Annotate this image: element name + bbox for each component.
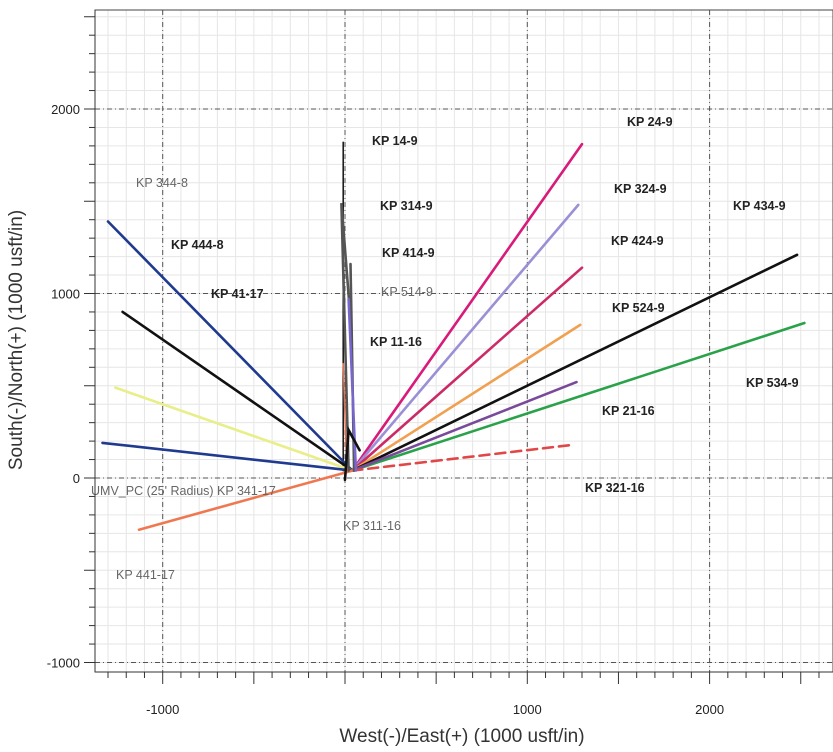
label-kp-24-9: KP 24-9 xyxy=(627,115,673,129)
label-kp-11-16: KP 11-16 xyxy=(370,335,422,349)
major-grid xyxy=(95,10,833,672)
x-tick-label: -1000 xyxy=(146,702,179,717)
label-kp-441-17: KP 441-17 xyxy=(116,568,175,582)
series-kp-344-8 xyxy=(106,220,354,472)
label-umv-pc-25-radius-kp-341-17: UMV_PC (25' Radius) KP 341-17 xyxy=(91,484,276,498)
series-kp-311-16 xyxy=(343,425,361,482)
y-tick-label: 2000 xyxy=(51,102,80,117)
y-tick-label: 1000 xyxy=(51,287,80,302)
label-kp-534-9: KP 534-9 xyxy=(746,376,799,390)
series-umv-pc-25-radius-kp-341-17 xyxy=(101,441,354,472)
series-kp-24-9 xyxy=(350,142,584,472)
series-kp-424-9 xyxy=(350,266,584,472)
label-kp-434-9: KP 434-9 xyxy=(733,199,786,213)
label-kp-414-9: KP 414-9 xyxy=(382,246,435,260)
series-kp-314-9 xyxy=(340,202,352,472)
well-labels: KP 14-9 KP 24-9 KP 324-9 KP 424-9 KP 524-9 KP… xyxy=(91,115,799,582)
y-axis-ticks: 2000 1000 0 -1000 xyxy=(47,10,96,672)
series-kp-444-8 xyxy=(121,310,354,472)
series-kp-524-9 xyxy=(350,323,582,472)
y-tick-label: 0 xyxy=(73,471,80,486)
series-kp-534-9 xyxy=(350,321,806,472)
x-tick-label: 1000 xyxy=(513,702,542,717)
series-kp-441-17 xyxy=(137,469,354,532)
label-kp-314-9: KP 314-9 xyxy=(380,199,433,213)
label-kp-21-16: KP 21-16 xyxy=(602,404,655,418)
label-kp-321-16: KP 321-16 xyxy=(585,481,645,495)
label-kp-444-8: KP 444-8 xyxy=(171,238,224,252)
label-kp-14-9: KP 14-9 xyxy=(372,134,418,148)
series-kp-41-17 xyxy=(114,386,354,472)
series-kp-321-16 xyxy=(350,443,575,472)
y-axis-title: South(-)/North(+) (1000 usft/in) xyxy=(6,210,27,470)
x-tick-label: 2000 xyxy=(695,702,724,717)
y-tick-label: -1000 xyxy=(47,656,80,671)
label-kp-311-16: KP 311-16 xyxy=(343,519,401,533)
label-kp-524-9: KP 524-9 xyxy=(612,301,665,315)
label-kp-324-9: KP 324-9 xyxy=(614,182,667,196)
label-kp-41-17: KP 41-17 xyxy=(211,287,264,301)
series-kp-434-9 xyxy=(350,253,799,472)
x-axis-ticks: -1000 1000 2000 xyxy=(95,671,833,717)
series-layer xyxy=(101,141,806,532)
label-kp-514-9: KP 514-9 xyxy=(381,285,433,299)
series-kp-21-16 xyxy=(350,380,578,472)
label-kp-424-9: KP 424-9 xyxy=(611,234,664,248)
series-kp-324-9 xyxy=(350,203,580,472)
x-axis-title: West(-)/East(+) (1000 usft/in) xyxy=(339,726,584,747)
label-kp-344-8: KP 344-8 xyxy=(136,176,188,190)
